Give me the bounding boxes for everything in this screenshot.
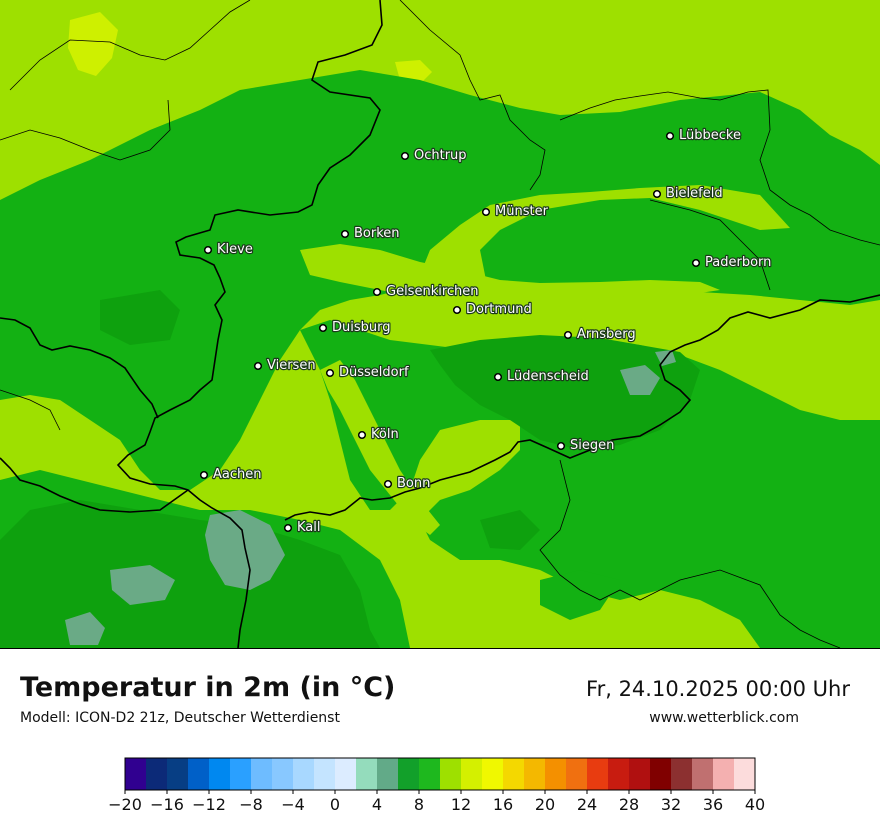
legend-swatch: [293, 758, 315, 790]
city-label: Borken: [354, 226, 400, 241]
legend-swatch: [713, 758, 735, 790]
legend-swatch: [209, 758, 231, 790]
city-label: Duisburg: [332, 320, 391, 335]
legend-swatch: [566, 758, 588, 790]
legend-tick-label: −8: [239, 795, 263, 814]
city-label: Lüdenscheid: [507, 369, 589, 384]
map-canvas: Lübbecke Ochtrup Bielefeld Münster Borke…: [0, 0, 880, 648]
legend-tick-label: 36: [703, 795, 723, 814]
legend-swatch: [545, 758, 567, 790]
city-ochtrup: Ochtrup: [400, 147, 468, 164]
legend-swatch: [377, 758, 399, 790]
color-legend: −20 −16 −12 −8 −4 0 4 8 12 16 20 24 28 32 36 40: [100, 755, 780, 825]
city-kleve: Kleve: [203, 241, 254, 258]
legend-swatch: [461, 758, 483, 790]
city-duesseldorf: Düsseldorf: [325, 364, 410, 381]
legend-swatch: [629, 758, 651, 790]
legend-swatch: [482, 758, 504, 790]
legend-tick-label: −16: [150, 795, 184, 814]
city-gelsenkirchen: Gelsenkirchen: [372, 283, 480, 300]
city-markers: Lübbecke Ochtrup Bielefeld Münster Borke…: [199, 127, 773, 536]
city-muenster: Münster: [481, 203, 550, 220]
legend-tick-label: 4: [372, 795, 382, 814]
city-aachen: Aachen: [199, 466, 263, 483]
field-8-10: [0, 290, 700, 648]
city-label: Dortmund: [466, 302, 532, 317]
legend-tick-label: 16: [493, 795, 513, 814]
legend-swatch: [356, 758, 378, 790]
city-dortmund: Dortmund: [452, 301, 533, 318]
city-borken: Borken: [340, 225, 401, 242]
legend-swatch: [692, 758, 714, 790]
legend-swatch: [503, 758, 525, 790]
city-label: Münster: [495, 204, 549, 219]
legend-swatch: [608, 758, 630, 790]
legend-tick-label: 20: [535, 795, 555, 814]
forecast-datetime: Fr, 24.10.2025 00:00 Uhr: [586, 677, 850, 701]
legend-swatch: [272, 758, 294, 790]
legend-swatch: [125, 758, 147, 790]
city-label: Kleve: [217, 242, 253, 257]
legend-swatch: [419, 758, 441, 790]
legend-frame: [124, 757, 756, 791]
city-siegen: Siegen: [556, 437, 616, 454]
legend-swatch: [167, 758, 189, 790]
city-luedenscheid: Lüdenscheid: [493, 368, 590, 385]
legend-swatch: [734, 758, 756, 790]
legend-swatch: [314, 758, 336, 790]
legend-swatch: [146, 758, 168, 790]
legend-swatch: [440, 758, 462, 790]
city-viersen: Viersen: [253, 357, 317, 374]
city-label: Gelsenkirchen: [386, 284, 479, 299]
legend-tick-label: −4: [281, 795, 305, 814]
legend-tick-label: 8: [414, 795, 424, 814]
legend-swatch: [335, 758, 357, 790]
model-info: Modell: ICON-D2 21z, Deutscher Wetterdie…: [20, 710, 340, 726]
city-label: Paderborn: [705, 255, 771, 270]
legend-swatch: [398, 758, 420, 790]
city-duisburg: Duisburg: [318, 319, 392, 336]
city-label: Viersen: [267, 358, 316, 373]
legend-tick-label: −20: [108, 795, 142, 814]
city-paderborn: Paderborn: [691, 254, 773, 271]
city-label: Ochtrup: [414, 148, 467, 163]
city-label: Arnsberg: [577, 327, 636, 342]
legend-swatch: [650, 758, 672, 790]
legend-swatch: [524, 758, 546, 790]
legend-swatch: [587, 758, 609, 790]
legend-color-bar: [124, 757, 756, 791]
city-kall: Kall: [283, 519, 322, 536]
legend-ticks: −20 −16 −12 −8 −4 0 4 8 12 16 20 24 28 32 36 40: [108, 790, 765, 814]
map-title: Temperatur in 2m (in °C): [20, 672, 396, 703]
legend-swatch: [230, 758, 252, 790]
city-label: Düsseldorf: [339, 365, 409, 380]
city-bonn: Bonn: [383, 475, 432, 492]
legend-swatch: [251, 758, 273, 790]
legend-swatch: [188, 758, 210, 790]
legend-swatch: [671, 758, 693, 790]
city-label: Aachen: [213, 467, 261, 482]
city-label: Köln: [371, 427, 399, 442]
legend-tick-label: 32: [661, 795, 681, 814]
city-koeln: Köln: [357, 426, 400, 443]
city-label: Bielefeld: [666, 186, 723, 201]
temperature-map: Lübbecke Ochtrup Bielefeld Münster Borke…: [0, 0, 880, 649]
legend-tick-label: 28: [619, 795, 639, 814]
legend-tick-label: 40: [745, 795, 765, 814]
city-bielefeld: Bielefeld: [652, 185, 724, 202]
legend-tick-label: 24: [577, 795, 597, 814]
city-label: Siegen: [570, 438, 614, 453]
website-link[interactable]: www.wetterblick.com: [649, 710, 799, 726]
legend-tick-label: −12: [192, 795, 226, 814]
city-arnsberg: Arnsberg: [563, 326, 637, 343]
city-luebbecke: Lübbecke: [665, 127, 742, 144]
city-label: Kall: [297, 520, 321, 535]
city-label: Bonn: [397, 476, 430, 491]
administrative-borders: [0, 0, 880, 648]
legend-canvas: −20 −16 −12 −8 −4 0 4 8 12 16 20 24 28 32 36 40: [108, 757, 765, 814]
legend-tick-label: 0: [330, 795, 340, 814]
city-label: Lübbecke: [679, 128, 741, 143]
legend-tick-label: 12: [451, 795, 471, 814]
